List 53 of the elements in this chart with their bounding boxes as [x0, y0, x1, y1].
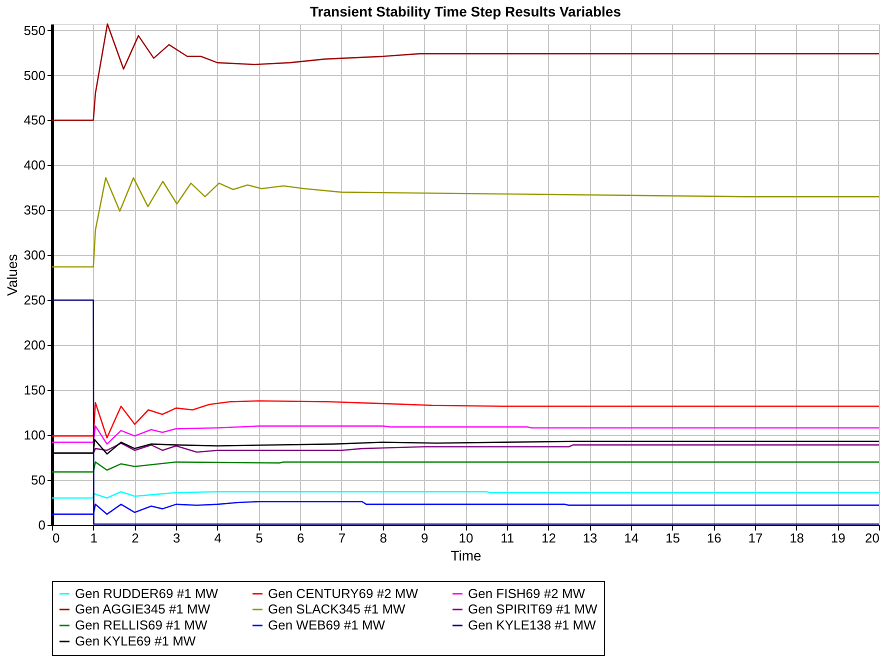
x-tick-label: 15: [666, 530, 680, 546]
y-tick-label: 250: [24, 292, 46, 308]
x-tick-label: 8: [380, 530, 387, 546]
legend-label: Gen AGGIE345 #1 MW: [75, 602, 211, 616]
x-tick-label: 9: [421, 530, 428, 546]
y-tick-label: 0: [38, 518, 46, 532]
y-tick-label: 550: [24, 22, 46, 38]
x-tick-label: 13: [582, 530, 598, 546]
legend-label: Gen CENTURY69 #2 MW: [268, 586, 419, 601]
legend-label: Gen KYLE69 #1 MW: [75, 634, 196, 648]
y-tick-label: 500: [24, 68, 46, 83]
x-axis-title: Time: [450, 548, 482, 564]
y-tick-label: 350: [24, 202, 46, 218]
x-tick-label: 11: [500, 530, 514, 546]
y-tick-label: 150: [24, 382, 46, 398]
x-tick-label: 18: [790, 530, 804, 546]
line-series: [51, 491, 880, 499]
legend-label: Gen WEB69 #1 MW: [268, 618, 386, 632]
legend-label: Gen FISH69 #2 MW: [468, 586, 586, 601]
x-tick-label: 12: [541, 530, 556, 546]
x-tick-label: 16: [706, 530, 722, 546]
line-series: [51, 400, 880, 438]
y-axis-title: Values: [4, 254, 20, 296]
y-tick-label: 300: [24, 248, 46, 263]
x-tick-label: 3: [172, 530, 180, 546]
legend-label: Gen SPIRIT69 #1 MW: [468, 602, 598, 616]
legend-label: Gen RELLIS69 #1 MW: [75, 618, 208, 632]
x-tick-label: 1: [90, 530, 98, 546]
legend-label: Gen RUDDER69 #1 MW: [75, 586, 219, 601]
x-tick-label: 14: [624, 530, 639, 546]
legend-label: Gen KYLE138 #1 MW: [468, 618, 597, 632]
y-tick-label: 450: [24, 112, 46, 128]
line-series: [51, 461, 880, 473]
x-tick-label: 19: [830, 530, 846, 546]
x-tick-label: 4: [214, 530, 222, 546]
y-tick-label: 400: [24, 158, 46, 173]
y-tick-label: 100: [24, 428, 46, 443]
x-tick-label: 2: [132, 530, 139, 546]
x-tick-label: 5: [256, 530, 263, 546]
legend-label: Gen SLACK345 #1 MW: [268, 602, 406, 616]
line-series: [51, 425, 880, 445]
x-tick-label: 7: [338, 530, 346, 546]
line-series: [51, 500, 880, 515]
x-tick-label: 10: [458, 530, 474, 546]
x-tick-label: 6: [296, 530, 304, 546]
y-tick-label: 200: [24, 338, 46, 353]
x-tick-label: 0: [52, 530, 60, 546]
line-series: [51, 23, 880, 121]
y-tick-label: 50: [31, 472, 46, 488]
x-tick-label: 20: [865, 530, 880, 546]
x-tick-label: 17: [748, 530, 763, 546]
line-series: [51, 177, 880, 268]
chart-title: Transient Stability Time Step Results Variables: [310, 3, 622, 20]
